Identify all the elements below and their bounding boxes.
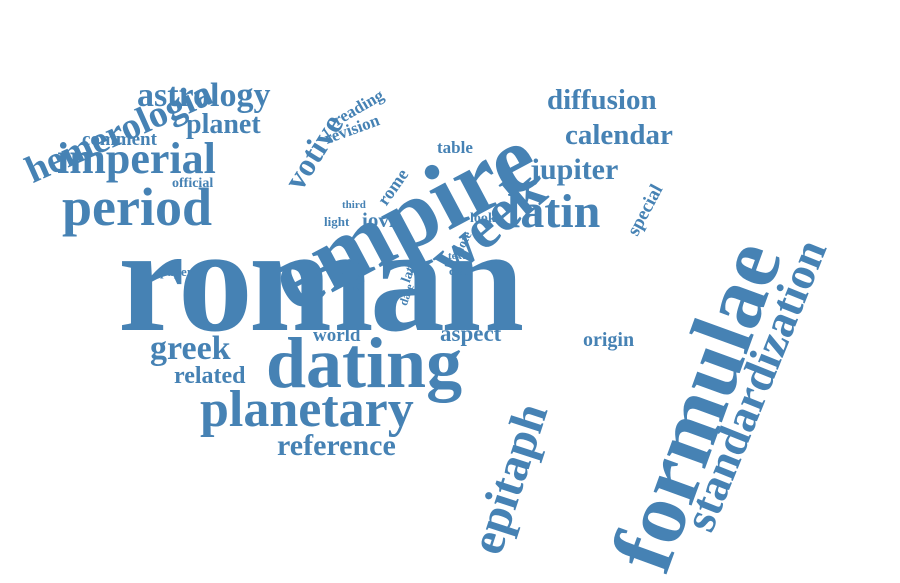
word-die: die xyxy=(347,255,362,267)
word-comment: comment xyxy=(82,129,157,150)
word-jupiter: jupiter xyxy=(530,153,619,186)
word-aspect: aspect xyxy=(440,321,502,346)
word-official: official xyxy=(172,176,214,191)
word-world: world xyxy=(313,325,361,346)
word-paper: paper xyxy=(160,264,193,279)
word-planet: planet xyxy=(186,109,261,140)
word-reference: reference xyxy=(277,429,396,462)
word-epitaph: epitaph xyxy=(460,396,559,561)
word-dating: dating xyxy=(266,323,463,403)
word-text: text xyxy=(448,250,466,262)
word-iovis: iovis xyxy=(362,208,403,232)
word-calendar: calendar xyxy=(565,119,673,151)
word-light: light xyxy=(324,214,350,229)
word-special: special xyxy=(623,181,668,240)
word-greek: greek xyxy=(150,330,231,367)
word-cloud: roman empire formulae dating week standa… xyxy=(19,72,836,583)
word-roman: roman xyxy=(118,197,524,363)
word-planetary: planetary xyxy=(200,381,414,438)
word-related: related xyxy=(174,363,246,389)
word-astrology: astrology xyxy=(137,77,271,114)
word-diffusion: diffusion xyxy=(547,84,657,116)
word-origin: origin xyxy=(583,329,635,351)
word-look: look xyxy=(470,211,496,226)
word-third: third xyxy=(342,199,366,211)
word-imperial: imperial xyxy=(57,134,216,183)
word-cult: cult xyxy=(449,264,469,278)
word-table: table xyxy=(437,138,473,157)
word-latin: latin xyxy=(507,185,601,238)
word-period: period xyxy=(62,177,213,237)
